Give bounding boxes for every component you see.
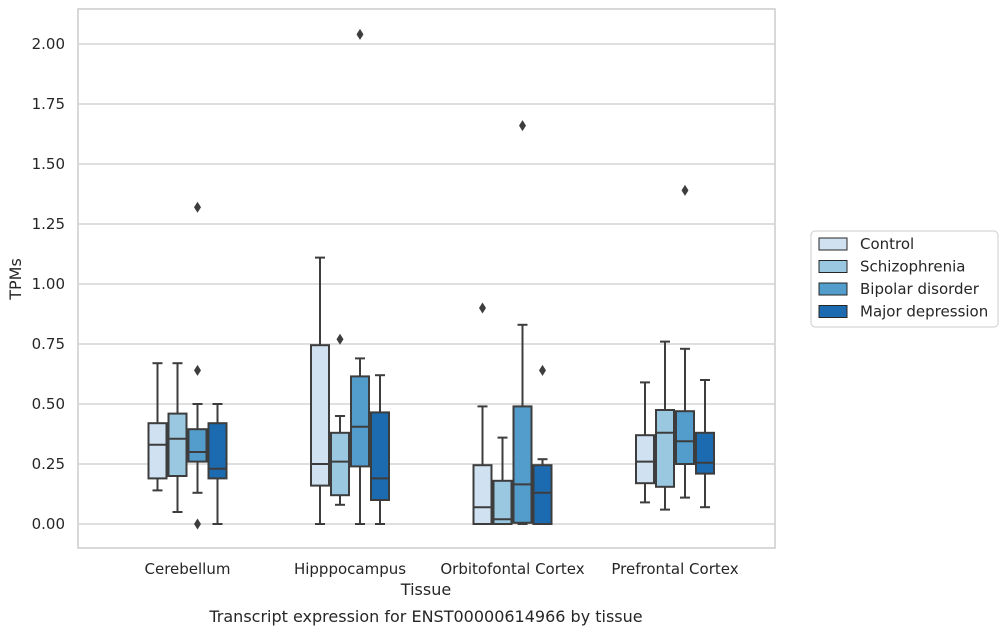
legend-label: Control — [860, 235, 914, 253]
y-tick-label: 0.50 — [32, 395, 65, 413]
outlier-point — [539, 364, 546, 376]
box — [207, 422, 228, 480]
box-group — [532, 364, 553, 526]
x-tick-label: Orbitofontal Cortex — [440, 560, 584, 578]
box-group — [330, 333, 350, 506]
outlier-point — [519, 120, 526, 132]
outlier-point — [194, 518, 201, 530]
box-group — [635, 381, 655, 504]
box-group — [512, 120, 533, 525]
box-group — [147, 362, 168, 492]
y-axis-title: TPMs — [6, 258, 25, 301]
box — [147, 422, 168, 480]
x-axis-title: Tissue — [400, 580, 451, 599]
box — [512, 405, 533, 524]
legend-items: Control Schizophrenia Bipolar disorder Majo… — [818, 235, 988, 321]
box-group — [370, 374, 390, 525]
legend: Control Schizophrenia Bipolar disorder Majo… — [810, 230, 999, 328]
box — [655, 409, 675, 488]
y-tick-label: 1.25 — [32, 215, 65, 233]
x-tick-labels: Cerebellum Hipppocampus Orbitofontal Corte… — [145, 560, 739, 578]
box — [370, 411, 390, 501]
box — [310, 344, 330, 487]
box — [635, 434, 655, 485]
y-tick-label: 0.00 — [32, 515, 65, 533]
legend-label: Major depression — [860, 303, 988, 321]
x-tick-label: Hipppocampus — [294, 560, 406, 578]
box-group — [492, 436, 513, 525]
box — [167, 412, 188, 478]
y-tick-label: 1.00 — [32, 275, 65, 293]
box — [330, 431, 350, 497]
box — [675, 410, 695, 466]
box — [532, 464, 553, 526]
box — [472, 464, 493, 526]
x-tick-label: Cerebellum — [145, 560, 231, 578]
outlier-point — [336, 333, 344, 345]
box-group — [675, 184, 695, 499]
box — [492, 479, 513, 525]
y-tick-label: 2.00 — [32, 35, 65, 53]
box-group — [207, 403, 228, 525]
box-group — [310, 256, 330, 525]
outlier-point — [356, 28, 364, 40]
box-group — [695, 379, 715, 509]
y-tick-label: 0.75 — [32, 335, 65, 353]
outlier-point — [681, 184, 689, 196]
legend-swatch — [818, 305, 848, 318]
box — [695, 431, 715, 475]
legend-swatch — [818, 282, 848, 296]
x-tick-label: Prefrontal Cortex — [611, 560, 738, 578]
outlier-point — [479, 302, 486, 314]
boxes — [147, 28, 715, 530]
legend-label: Bipolar disorder — [860, 280, 980, 298]
outlier-point — [194, 201, 201, 213]
box-group — [472, 302, 493, 526]
y-tick-label: 1.75 — [32, 95, 65, 113]
y-tick-label: 0.25 — [32, 455, 65, 473]
legend-frame — [810, 230, 999, 328]
y-tick-label: 1.50 — [32, 155, 65, 173]
legend-swatch — [818, 260, 848, 273]
box-group — [167, 362, 188, 513]
legend-label: Schizophrenia — [860, 258, 965, 276]
box — [350, 375, 370, 468]
outlier-point — [194, 364, 201, 376]
box-group — [350, 28, 370, 525]
plot-area-frame — [77, 8, 776, 549]
box-group — [655, 340, 675, 511]
box — [187, 428, 208, 463]
box-group — [187, 201, 208, 530]
chart-caption: Transcript expression for ENST0000061496… — [208, 607, 642, 626]
y-tick-labels: 0.00 0.25 0.50 0.75 1.00 1.25 1.50 1.75 2.00 — [32, 35, 65, 533]
legend-swatch — [818, 237, 848, 251]
